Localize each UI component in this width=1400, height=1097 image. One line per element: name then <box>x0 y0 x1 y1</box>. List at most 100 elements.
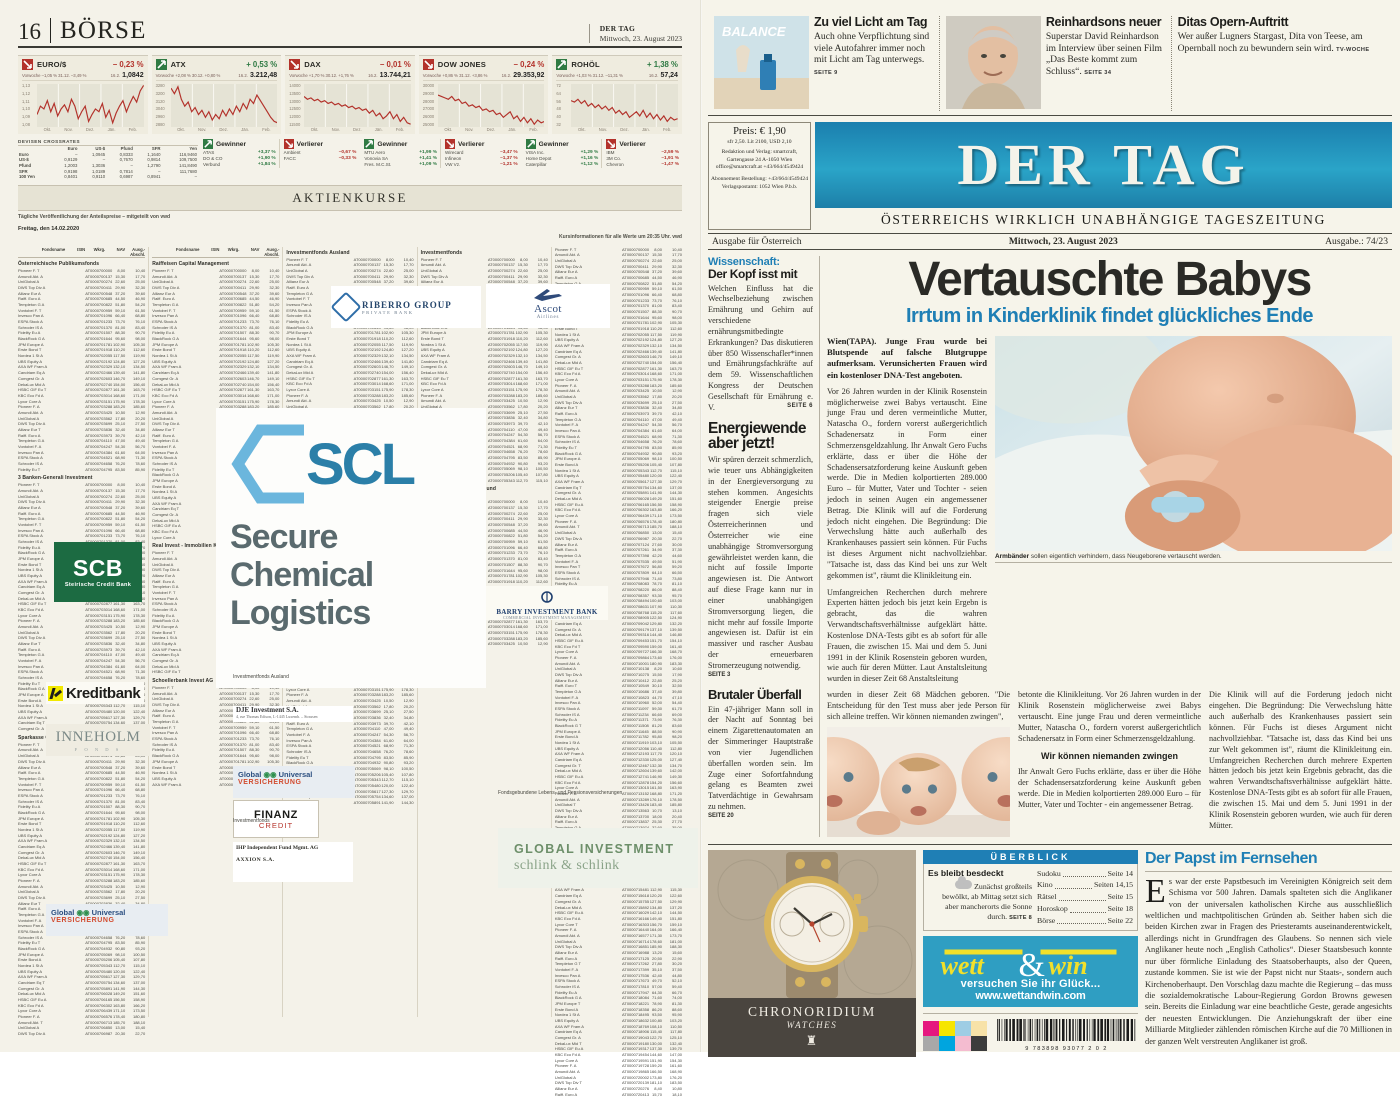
ad-ascot-airlines[interactable]: Ascot Airlines <box>486 284 610 328</box>
quote-name: Amundi Akt. A <box>18 487 43 493</box>
ad-barry-bank[interactable]: BARRY INVESTMENT BANK COMMERCIAL INVESTM… <box>486 586 608 620</box>
quote-ausg: 34,80 <box>135 641 146 647</box>
price-subscription: Abonnement Bestellung: +43/664/4549424 V… <box>711 176 808 191</box>
quote-isin: AT0000704658 <box>353 749 381 754</box>
quote-nav: 132,10 <box>649 342 663 348</box>
quote-isin: AT0000718221 <box>622 1000 650 1006</box>
quote-nav: 132,10 <box>112 838 126 844</box>
overview-index-row[interactable]: Börse Seite 22 <box>1037 915 1133 927</box>
quote-name: JPM Europe A <box>152 758 178 764</box>
teaser-0[interactable]: BALANCE Zu viel Licht am Tag Auch ohne Ver… <box>708 15 939 111</box>
quote-name: Lyxor Core A <box>152 398 176 404</box>
quote-isin: AT0000711097 <box>622 705 649 711</box>
quote-nav: 117,50 <box>381 341 394 347</box>
quote-ausg: 85,90 <box>135 466 146 472</box>
masthead-title: DER TAG <box>957 132 1250 197</box>
ad-chronoridium-watches[interactable]: CHRONORIDIUM WATCHES ♜ <box>708 849 916 1057</box>
quote-ausg: 34,80 <box>135 426 146 432</box>
quote-isin: AT0000701233 <box>622 297 650 303</box>
quote-name: Comgest Gr. A <box>18 590 45 596</box>
quote-name: Pioneer F. T <box>18 741 40 747</box>
ad-inneholm[interactable]: INNEHOLM F O N D S <box>46 724 150 756</box>
ad-ihp-fund[interactable]: IHP Independent Fund Mgmt. AG AXXION S.A… <box>233 842 353 882</box>
quote-name: Amundi Akt. A <box>554 796 580 802</box>
teaser-image: BALANCE <box>714 16 809 109</box>
quote-name: DekaLux Mid A <box>18 991 45 997</box>
quote-nav: 81,00 <box>517 556 528 562</box>
overview-index-row[interactable]: Kino Seiten 14,15 <box>1037 879 1133 891</box>
pope-headline[interactable]: Der Papst im Fernsehen <box>1145 850 1392 872</box>
quote-isin: AT0000700685 <box>85 770 113 776</box>
quote-name: Pioneer F. A <box>420 392 443 398</box>
quote-name: Pioneer F. A <box>554 382 577 388</box>
quote-name: DWS Top Div A <box>554 399 583 405</box>
ad-finanz-credit[interactable]: FINANZ CREDIT <box>233 800 319 838</box>
quote-nav: 161,30 <box>515 375 528 381</box>
quote-name: DWS Top Div A <box>18 499 46 505</box>
teaser-2[interactable]: Ditas Opern-Auftritt Wer außer Lugners St… <box>1170 15 1392 111</box>
quote-ausg: 134,50 <box>267 364 280 370</box>
ad-dje-investment[interactable]: DJE Investment S.A. 4, rue Thomas Edison… <box>233 706 353 722</box>
ad-universal-versicherung-2[interactable]: Global ◉◉ Universal VERSICHERUNG <box>46 904 168 936</box>
quote-nav: 76,20 <box>383 749 394 754</box>
quote-isin: AT0000700274 <box>85 493 113 499</box>
quote-isin: AT0000702466 <box>219 370 247 376</box>
ad-scb-bank[interactable]: SCB Steirische Credit Bank <box>54 542 142 602</box>
quote-isin: AT0000700411 <box>622 263 649 269</box>
quote-nav: 110,20 <box>381 335 394 341</box>
quote-isin: AT0000715481 <box>622 887 650 893</box>
quote-ausg: 61,50 <box>672 286 683 292</box>
quote-name: Pioneer F. T <box>152 268 174 274</box>
ad-wettandwin[interactable]: wett & win versuchen Sie ihr Glück... ww… <box>923 936 1138 1008</box>
page-right-front: BALANCE Zu viel Licht am Tag Auch ohne Ver… <box>700 0 1400 1057</box>
bottom-row: CHRONORIDIUM WATCHES ♜ ÜBERBLICK Es blei… <box>708 843 1392 1057</box>
color-swatch <box>923 1021 939 1037</box>
quote-nav: 103,10 <box>649 740 663 746</box>
crime-headline[interactable]: Brutaler Überfall <box>708 686 802 702</box>
science-headline[interactable]: Der Kopf isst mit <box>708 267 798 281</box>
quote-ausg: 15,60 <box>672 949 683 955</box>
ad-global-investment[interactable]: GLOBAL INVESTMENT schlink & schlink <box>498 828 698 888</box>
quote-ausg: 17,70 <box>672 252 683 258</box>
teaser-1[interactable]: Reinhardsons neuer Superstar David Reinha… <box>938 15 1171 111</box>
quote-ausg: 93,20 <box>135 946 146 951</box>
cross-cell: 1,2003 <box>64 163 78 169</box>
quote-isin: AT0000702192 <box>85 358 113 364</box>
overview-index-row[interactable]: Rätsel Seite 15 <box>1037 891 1133 903</box>
overview-index-row[interactable]: Sudoku Seite 14 <box>1037 868 1133 880</box>
aktienkurse-bar: AKTIENKURSE <box>18 184 682 211</box>
quote-isin: AT0000705891 <box>622 490 650 496</box>
quote-isin: AT0000704247 <box>622 422 650 428</box>
quote-nav: 20,50 <box>652 955 663 961</box>
quote-ausg: 112,80 <box>670 745 683 751</box>
ad-scl-logistics[interactable]: SCL Secure Chemical Logistics <box>216 408 486 688</box>
quote-ausg: 88,40 <box>672 586 683 592</box>
wett-url[interactable]: www.wettandwin.com <box>975 990 1086 1003</box>
ad-riberro-group[interactable]: RIBERRO GROUP PRIVATE BANK <box>331 286 481 328</box>
quote-isin: AT0000700411 <box>487 273 515 279</box>
quote-nav: 22,60 <box>249 696 260 702</box>
quote-ausg: 56,70 <box>135 658 146 664</box>
quote-nav: 32,40 <box>652 405 663 411</box>
ad-universal-versicherung-1[interactable]: Global ◉◉ Universal VERSICHERUNG <box>233 766 355 798</box>
quote-name: Comgest Gr. T <box>554 762 581 768</box>
quote-nav: 20,30 <box>652 535 663 541</box>
quote-nav: 139,40 <box>515 358 528 364</box>
overview-index-row[interactable]: Horoskop Seite 18 <box>1037 903 1133 915</box>
quote-nav: 71,60 <box>652 995 663 1001</box>
quote-name: UniGlobal A <box>420 404 442 410</box>
energy-headline[interactable]: Energiewende aber jetzt! <box>708 419 806 453</box>
quote-ausg: 166,20 <box>669 507 683 513</box>
quote-name: BlackRock G A <box>286 760 314 766</box>
ad-kreditbank[interactable]: Kreditbank <box>46 682 144 704</box>
quote-name: UniGlobal A <box>18 753 40 759</box>
cross-cell: 1,1640 <box>147 151 161 157</box>
quote-ausg: 171,00 <box>132 392 146 398</box>
quote-isin: AT0000702192 <box>487 347 515 353</box>
quote-nav: 83,50 <box>115 466 126 472</box>
